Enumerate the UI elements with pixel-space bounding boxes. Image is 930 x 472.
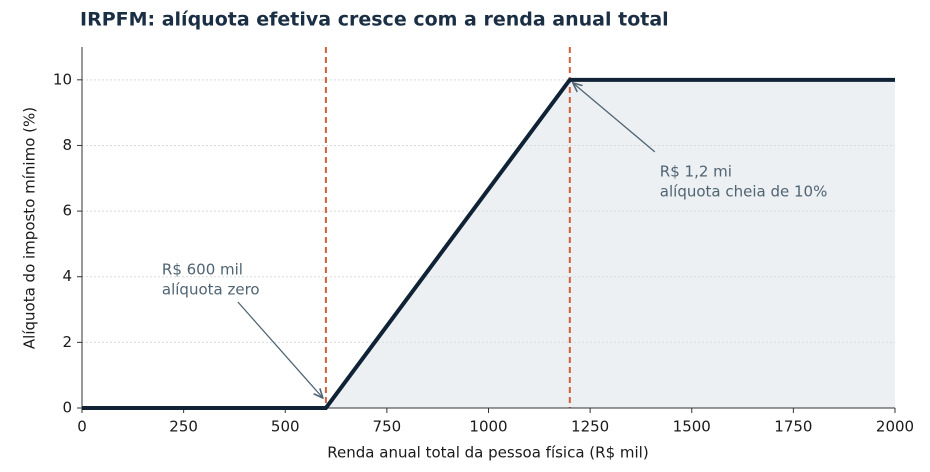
x-tick-label: 0	[77, 418, 87, 436]
y-tick-label: 10	[53, 70, 72, 88]
annotation-text: alíquota cheia de 10%	[660, 182, 828, 200]
y-tick-label: 6	[62, 202, 72, 220]
x-tick-label: 750	[373, 418, 402, 436]
annotation-text: R$ 1,2 mi	[660, 162, 732, 180]
x-tick-label: 1250	[571, 418, 609, 436]
y-tick-label: 8	[62, 136, 72, 154]
y-tick-label: 4	[62, 267, 72, 285]
y-tick-label: 0	[62, 399, 72, 417]
x-tick-label: 1500	[673, 418, 711, 436]
line	[82, 77, 895, 410]
annotation-arrow	[573, 83, 656, 153]
y-tick-label: 2	[62, 333, 72, 351]
x-tick-label: 500	[271, 418, 300, 436]
x-axis-label: Renda anual total da pessoa física (R$ m…	[327, 444, 648, 462]
chart-title: IRPFM: alíquota efetiva cresce com a ren…	[80, 9, 669, 31]
y-axis-label: Alíquota do imposto mínimo (%)	[21, 107, 39, 349]
annotation-text: R$ 600 mil	[162, 261, 243, 279]
x-tick-label: 250	[169, 418, 198, 436]
area	[82, 79, 895, 409]
x-tick-label: 2000	[876, 418, 914, 436]
x-tick-label: 1000	[469, 418, 507, 436]
annotation-text: alíquota zero	[162, 281, 260, 299]
annotation-arrow	[237, 301, 323, 398]
x-tick-label: 1750	[774, 418, 812, 436]
